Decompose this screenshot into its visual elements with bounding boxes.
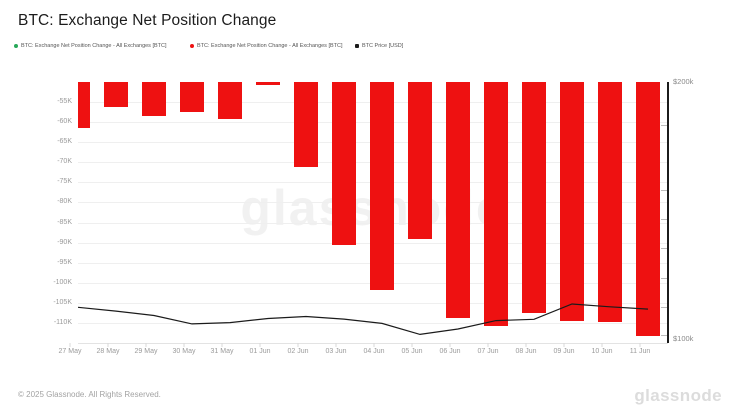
x-axis-tick	[411, 343, 413, 347]
gridline	[78, 302, 668, 304]
right-axis-tick	[661, 190, 667, 191]
x-axis-label: 10 Jun	[591, 348, 613, 355]
x-axis-tick	[69, 343, 71, 347]
bar[interactable]	[332, 82, 356, 245]
legend-item-net-position-red[interactable]: BTC: Exchange Net Position Change - All …	[190, 43, 343, 49]
x-axis-label: 04 Jun	[363, 348, 385, 355]
bar[interactable]	[446, 82, 470, 318]
x-axis-label: 27 May	[58, 348, 82, 355]
x-axis-tick	[145, 343, 147, 347]
bar[interactable]	[142, 82, 166, 116]
x-axis-label: 01 Jun	[249, 348, 271, 355]
legend-label: BTC: Exchange Net Position Change - All …	[21, 43, 167, 49]
x-axis-tick	[259, 343, 261, 347]
bar[interactable]	[636, 82, 660, 336]
x-axis-tick	[183, 343, 185, 347]
x-axis-tick	[373, 343, 375, 347]
btc-price-line	[78, 303, 649, 336]
legend-item-net-position-green[interactable]: BTC: Exchange Net Position Change - All …	[14, 43, 167, 49]
x-axis-tick	[563, 343, 565, 347]
bar[interactable]	[370, 82, 394, 290]
x-axis-tick	[221, 343, 223, 347]
bar[interactable]	[256, 82, 280, 86]
right-axis-tick	[661, 125, 667, 126]
left-axis-label: -85K	[57, 218, 72, 226]
glassnode-logo-text: glassnode	[634, 386, 722, 405]
x-axis-label: 02 Jun	[287, 348, 309, 355]
page-title: BTC: Exchange Net Position Change	[18, 12, 277, 29]
right-axis-tick	[661, 248, 667, 249]
x-axis-label: 08 Jun	[515, 348, 537, 355]
right-axis-tick	[661, 219, 667, 220]
x-axis-tick	[449, 343, 451, 347]
x-axis-tick	[487, 343, 489, 347]
bar[interactable]	[294, 82, 318, 168]
plot-area[interactable]	[78, 82, 668, 343]
x-axis-tick	[639, 343, 641, 347]
left-axis-label: -60K	[57, 118, 72, 126]
left-axis-label: -65K	[57, 138, 72, 146]
right-axis-top-label: $200k	[673, 77, 694, 86]
right-axis-tick	[661, 335, 667, 336]
x-axis-label: 03 Jun	[325, 348, 347, 355]
x-axis-label: 06 Jun	[439, 348, 461, 355]
left-axis-label: -95K	[57, 258, 72, 266]
right-axis-tick	[661, 307, 667, 308]
left-axis-label: -55K	[57, 98, 72, 106]
green-dot-icon	[14, 44, 18, 48]
x-axis-label: 29 May	[134, 348, 158, 355]
legend: BTC: Exchange Net Position Change - All …	[0, 43, 745, 53]
bar[interactable]	[218, 82, 242, 120]
x-axis-line	[78, 343, 668, 344]
x-axis-tick	[601, 343, 603, 347]
x-axis-tick	[335, 343, 337, 347]
x-axis-label: 09 Jun	[553, 348, 575, 355]
red-dot-icon	[190, 44, 194, 48]
bar[interactable]	[598, 82, 622, 322]
left-axis-label: -105K	[53, 298, 72, 306]
x-axis-tick	[525, 343, 527, 347]
bar[interactable]	[180, 82, 204, 113]
x-axis-label: 11 Jun	[629, 348, 651, 355]
left-axis-label: -80K	[57, 198, 72, 206]
x-axis-label: 05 Jun	[401, 348, 423, 355]
legend-label: BTC: Exchange Net Position Change - All …	[197, 43, 343, 49]
black-square-icon	[355, 44, 359, 48]
legend-label: BTC Price [USD]	[362, 43, 404, 49]
bar[interactable]	[408, 82, 432, 239]
left-axis-label: -110K	[53, 318, 72, 326]
gridline	[78, 322, 668, 324]
legend-item-btc-price[interactable]: BTC Price [USD]	[355, 43, 403, 49]
bar[interactable]	[484, 82, 508, 327]
bar[interactable]	[522, 82, 546, 313]
bar[interactable]	[560, 82, 584, 321]
x-axis-tick	[297, 343, 299, 347]
right-axis-bottom-label: $100k	[673, 334, 694, 343]
x-axis-label: 28 May	[96, 348, 120, 355]
x-axis-tick	[107, 343, 109, 347]
right-axis-line	[667, 82, 669, 343]
left-axis-label: -70K	[57, 158, 72, 166]
copyright-text: © 2025 Glassnode. All Rights Reserved.	[18, 390, 161, 399]
x-axis-label: 30 May	[172, 348, 196, 355]
left-axis-label: -100K	[53, 278, 72, 286]
x-axis-label: 31 May	[210, 348, 234, 355]
left-axis-label: -75K	[57, 178, 72, 186]
right-axis-tick	[661, 278, 667, 279]
x-axis-label: 07 Jun	[477, 348, 499, 355]
bar[interactable]	[78, 82, 90, 129]
bar[interactable]	[104, 82, 128, 108]
left-axis-label: -90K	[57, 238, 72, 246]
